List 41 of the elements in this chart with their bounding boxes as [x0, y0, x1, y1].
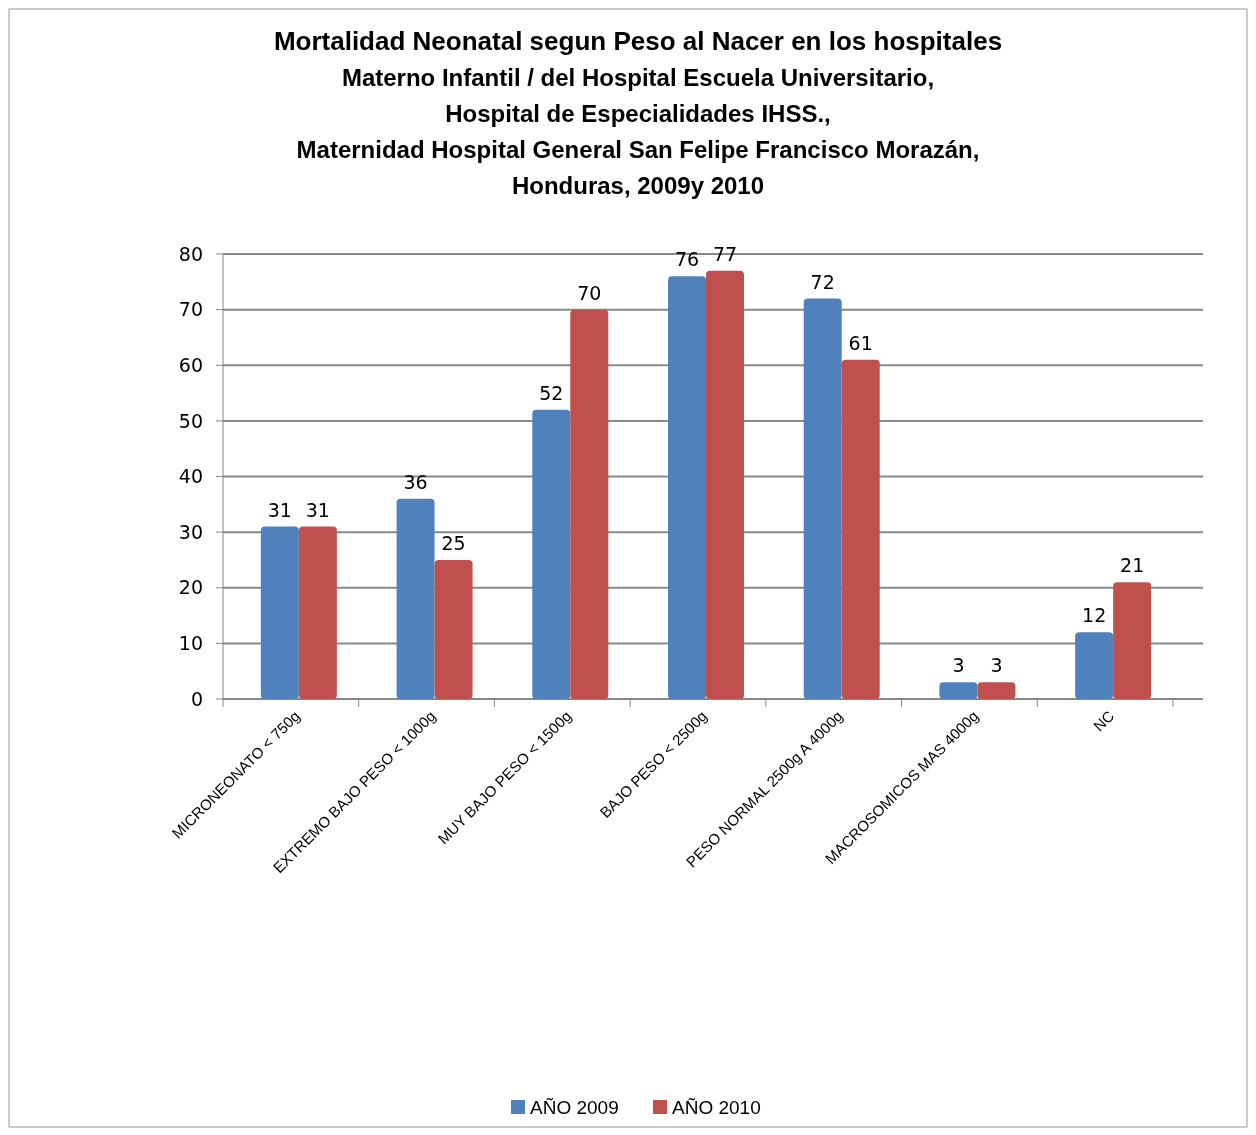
data-label: 25 — [441, 531, 466, 554]
y-tick-label: 20 — [178, 576, 203, 599]
data-label: 31 — [267, 498, 292, 521]
bar — [396, 498, 435, 699]
bar — [260, 526, 299, 699]
bar — [1113, 582, 1152, 699]
data-label: 3 — [990, 654, 1003, 677]
data-label: 52 — [539, 381, 564, 404]
legend-label: AÑO 2009 — [530, 1096, 619, 1118]
data-label: 3 — [952, 654, 965, 677]
y-tick-label: 70 — [178, 298, 203, 321]
data-label: 31 — [305, 498, 330, 521]
bar — [668, 276, 706, 699]
bar — [570, 309, 609, 699]
y-tick-label: 60 — [178, 353, 203, 376]
bar — [841, 359, 880, 699]
bar — [434, 559, 473, 699]
data-label: 12 — [1082, 604, 1107, 627]
bar — [706, 270, 744, 699]
data-label: 21 — [1120, 554, 1145, 577]
bar — [298, 526, 337, 699]
data-label: 70 — [577, 281, 602, 304]
bar — [977, 682, 1016, 699]
x-tick-label: NC — [1089, 706, 1118, 735]
data-label: 72 — [810, 270, 835, 293]
y-tick-label: 50 — [178, 409, 203, 432]
bar — [803, 298, 842, 699]
data-label: 61 — [848, 331, 873, 354]
y-tick-label: 30 — [178, 520, 203, 543]
bar — [939, 682, 978, 699]
y-tick-label: 10 — [178, 632, 203, 655]
bar — [1075, 632, 1114, 699]
y-tick-label: 0 — [190, 687, 203, 710]
bar — [532, 409, 571, 699]
data-label: 77 — [712, 242, 738, 265]
chart-title: Mortalidad Neonatal segun Peso al Nacer en los hospitales Materno Infantil / del Hospital Escuela Universitario, Hospital de Especialidades IHSS., Maternidad Hospital General San Felipe Francisco Morazán, Honduras, 2009y 2010 — [273, 26, 1003, 199]
data-label: 76 — [674, 248, 700, 271]
y-tick-label: 40 — [178, 465, 203, 488]
y-tick-label: 80 — [178, 242, 203, 265]
legend-label: AÑO 2010 — [672, 1096, 761, 1118]
data-label: 36 — [403, 470, 428, 493]
